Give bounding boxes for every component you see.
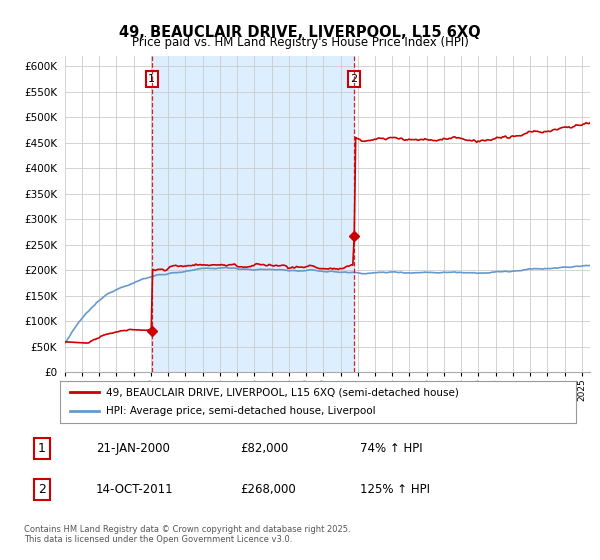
Bar (152, 56, 354, 372)
Text: Price paid vs. HM Land Registry's House Price Index (HPI): Price paid vs. HM Land Registry's House … (131, 36, 469, 49)
Text: 2: 2 (350, 74, 358, 84)
Text: 74% ↑ HPI: 74% ↑ HPI (360, 442, 422, 455)
Text: 14-OCT-2011: 14-OCT-2011 (96, 483, 173, 496)
Text: 49, BEAUCLAIR DRIVE, LIVERPOOL, L15 6XQ: 49, BEAUCLAIR DRIVE, LIVERPOOL, L15 6XQ (119, 25, 481, 40)
Text: 2: 2 (38, 483, 46, 496)
Text: £82,000: £82,000 (240, 442, 288, 455)
Text: 1: 1 (148, 74, 155, 84)
Text: 49, BEAUCLAIR DRIVE, LIVERPOOL, L15 6XQ (semi-detached house): 49, BEAUCLAIR DRIVE, LIVERPOOL, L15 6XQ … (106, 387, 460, 397)
Text: 21-JAN-2000: 21-JAN-2000 (96, 442, 170, 455)
Text: £268,000: £268,000 (240, 483, 296, 496)
Text: HPI: Average price, semi-detached house, Liverpool: HPI: Average price, semi-detached house,… (106, 407, 376, 417)
Text: Contains HM Land Registry data © Crown copyright and database right 2025.
This d: Contains HM Land Registry data © Crown c… (24, 525, 350, 544)
Text: 125% ↑ HPI: 125% ↑ HPI (360, 483, 430, 496)
Text: 1: 1 (38, 442, 46, 455)
